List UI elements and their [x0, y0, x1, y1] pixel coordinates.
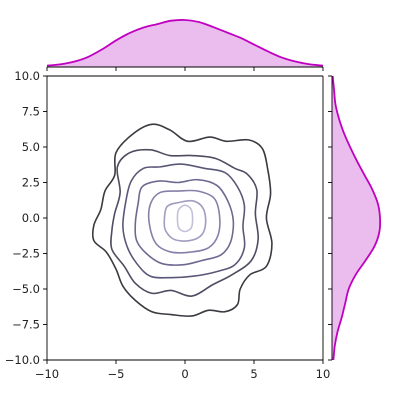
y-tick-label: −5.0	[12, 282, 40, 296]
top-marginal-density-fill	[47, 19, 323, 67]
kde-contour-level-5	[147, 189, 221, 254]
x-tick-label: −10	[35, 367, 59, 381]
y-tick-label: 2.5	[22, 176, 40, 190]
x-tick-label: 5	[250, 367, 257, 381]
right-marginal-density-line	[331, 75, 382, 361]
y-tick-label: −2.5	[12, 247, 40, 261]
y-tick-label: 5.0	[22, 140, 40, 154]
kde-contour-level-6	[163, 199, 207, 242]
top-marginal-density-line	[46, 19, 324, 67]
top-marginal-plot	[46, 19, 324, 71]
kde-contour-level-3	[122, 163, 246, 279]
kde-contour-level-4	[134, 178, 235, 266]
joint-kde-plot: −10 −5 0 5 10 −10.0 −7.5 −5.0 −2.5 0.0 2.5 5.0 7.5 10…	[5, 69, 331, 381]
y-tick-label: −10.0	[5, 353, 40, 367]
y-tick-label: 7.5	[22, 105, 40, 119]
y-tick-label: 0.0	[22, 211, 40, 225]
y-tick-label: −7.5	[12, 318, 40, 332]
x-tick-label: −5	[108, 367, 125, 381]
y-tick-label: 10.0	[14, 69, 40, 83]
right-marginal-plot	[328, 75, 382, 361]
kde-contour-level-1	[91, 123, 273, 317]
right-marginal-density-fill	[332, 76, 381, 360]
kde-contour-level-2	[110, 148, 260, 297]
x-tick-label: 10	[316, 367, 331, 381]
x-tick-label: 0	[181, 367, 188, 381]
kde-contour-level-7	[176, 204, 194, 233]
